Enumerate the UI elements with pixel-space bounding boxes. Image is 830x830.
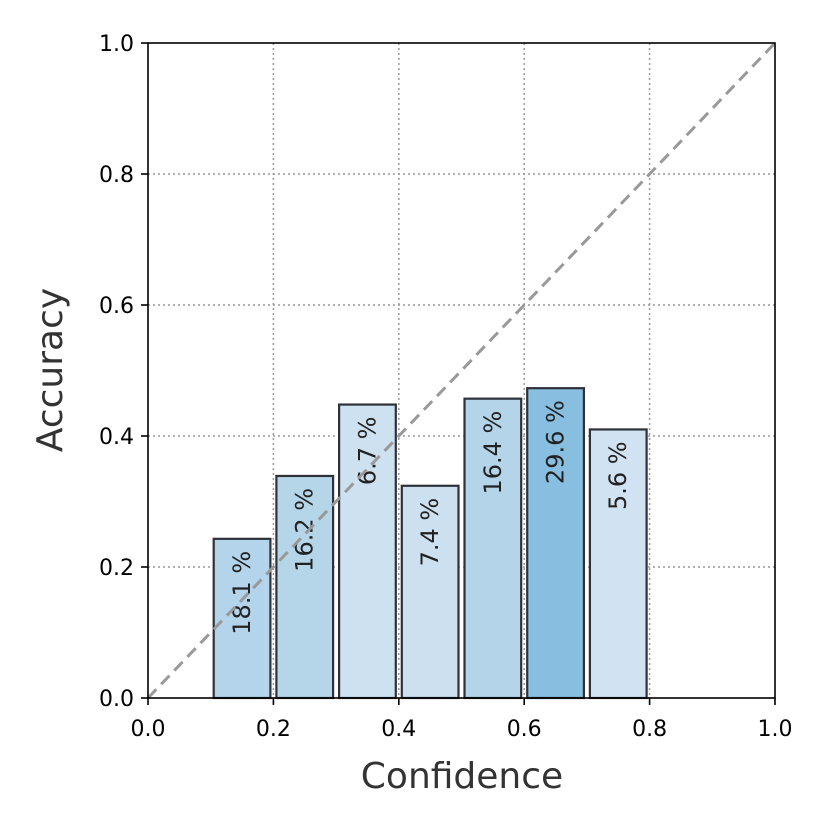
plot-frame: [147, 42, 776, 699]
grid-layer: [148, 43, 775, 698]
bar-percent-label: 7.4 %: [416, 498, 444, 567]
accuracy-bar: [338, 403, 397, 700]
y-tick-label: 0.0: [99, 687, 134, 712]
perfect-calibration-line: [146, 41, 777, 700]
bar-percent-label: 29.6 %: [542, 400, 570, 484]
axes-layer: 0.0 0.2 0.4 0.6 0.8 1.0 0.0 0.2 0.4 0.6 0.8 1.0: [99, 32, 793, 742]
y-axis-label: Accuracy: [30, 288, 71, 452]
x-tick-label: 1.0: [758, 717, 793, 742]
bar-percent-label: 18.1 %: [228, 551, 256, 635]
accuracy-bar: [400, 484, 460, 700]
x-tick-label: 0.8: [632, 717, 667, 742]
y-tick-label: 1.0: [99, 32, 134, 57]
accuracy-bar: [588, 428, 648, 700]
diagonal-layer: [146, 41, 777, 700]
bars-layer: 18.1 % 16.2 % 6.7 % 7.4 % 16.4 % 29.6 % 5.6 %: [212, 387, 648, 700]
bar-percent-label: 6.7 %: [353, 417, 381, 486]
bar-percent-label: 16.2 %: [291, 488, 319, 572]
bar-percent-label: 5.6 %: [604, 441, 632, 510]
y-tick-label: 0.6: [99, 294, 134, 319]
accuracy-bar: [526, 387, 586, 700]
y-tick-label: 0.2: [99, 556, 134, 581]
x-tick-label: 0.6: [507, 717, 542, 742]
x-tick-label: 0.0: [131, 717, 166, 742]
y-tick-label: 0.8: [99, 163, 134, 188]
x-tick-label: 0.2: [256, 717, 291, 742]
x-tick-label: 0.4: [381, 717, 416, 742]
x-axis-label: Confidence: [361, 756, 563, 797]
y-tick-label: 0.4: [99, 425, 134, 450]
bar-percent-label: 16.4 %: [479, 411, 507, 495]
